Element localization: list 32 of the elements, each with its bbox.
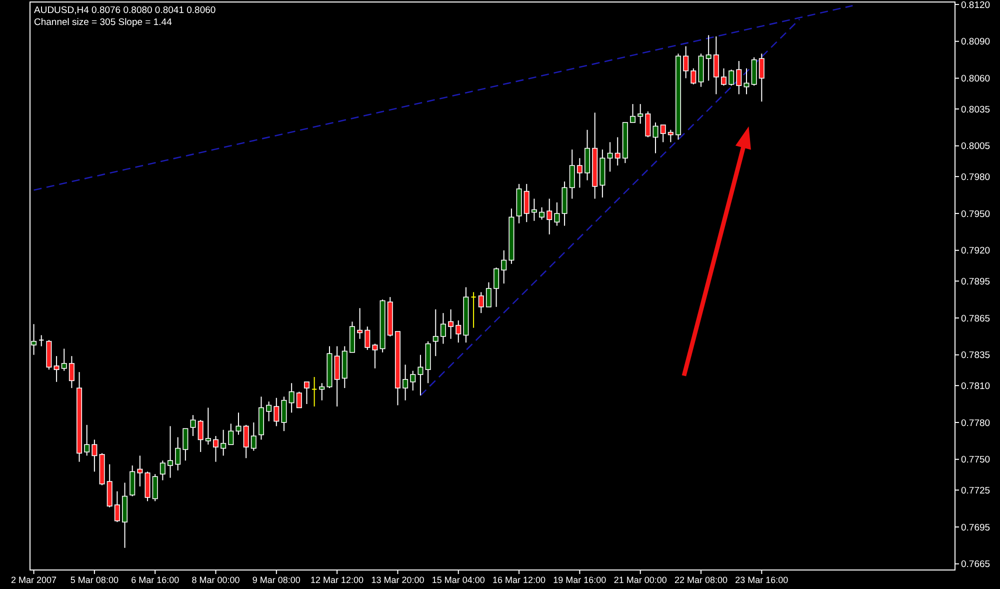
x-tick-label: 6 Mar 16:00	[131, 575, 180, 585]
x-tick-label: 5 Mar 08:00	[70, 575, 118, 585]
y-tick-label: 0.8035	[961, 104, 990, 116]
y-tick-label: 0.7810	[961, 380, 990, 392]
y-tick-label: 0.7780	[961, 418, 990, 429]
y-tick-label: 0.8090	[961, 36, 990, 48]
x-tick-label: 2 Mar 2007	[11, 575, 57, 585]
x-tick-label: 13 Mar 20:00	[371, 575, 424, 585]
x-tick-label: 21 Mar 00:00	[614, 575, 667, 585]
x-tick-label: 12 Mar 12:00	[310, 575, 364, 585]
x-tick-label: 22 Mar 08:00	[674, 575, 728, 585]
y-tick-label: 0.7725	[961, 485, 990, 496]
y-tick-label: 0.8120	[961, 0, 990, 11]
x-tick-label: 16 Mar 12:00	[492, 575, 546, 585]
y-tick-label: 0.7695	[961, 522, 990, 534]
x-tick-label: 15 Mar 04:00	[432, 575, 485, 585]
y-tick-label: 0.7920	[961, 246, 990, 257]
chart-title: AUDUSD,H4 0.8076 0.8080 0.8041 0.8060	[34, 5, 216, 16]
y-tick-label: 0.7980	[961, 172, 990, 183]
y-tick-label: 0.8005	[961, 141, 990, 152]
x-tick-label: 9 Mar 08:00	[252, 575, 300, 585]
x-tick-label: 19 Mar 16:00	[553, 575, 606, 585]
text: Channel size = 305 Slope = 1.44	[34, 17, 172, 28]
y-tick-label: 0.7665	[961, 559, 990, 570]
y-tick-label: 0.7750	[961, 454, 990, 466]
y-tick-label: 0.7950	[961, 208, 990, 220]
x-tick-label: 8 Mar 00:00	[192, 575, 240, 585]
y-tick-label: 0.7865	[961, 313, 990, 324]
x-tick-label: 23 Mar 16:00	[735, 575, 788, 585]
y-tick-label: 0.8060	[961, 74, 990, 85]
y-tick-label: 0.7895	[961, 276, 990, 288]
y-tick-label: 0.7835	[961, 350, 990, 362]
